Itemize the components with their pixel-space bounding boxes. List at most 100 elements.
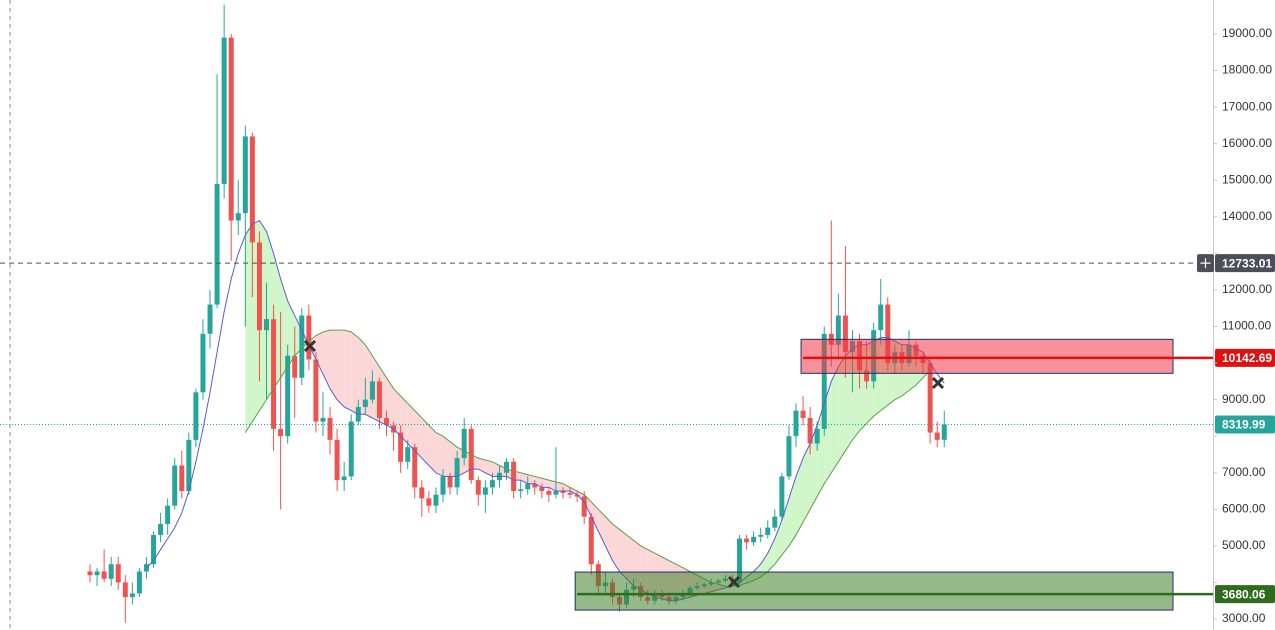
y-tick-label: 18000.00 — [1222, 63, 1272, 77]
candle-body — [842, 315, 848, 353]
candle-body — [405, 447, 411, 462]
candle-body — [278, 428, 284, 437]
ma-fill — [358, 337, 366, 415]
candle-body — [271, 319, 277, 429]
candle-body — [525, 483, 531, 490]
price-label: 8319.99 — [1222, 418, 1266, 432]
ma-fill — [407, 403, 415, 451]
axis-layer: 12733.0110142.698319.993680.063000.00400… — [1197, 26, 1275, 625]
candle-body — [461, 428, 467, 459]
candle-body — [207, 304, 213, 334]
candle-body — [179, 465, 185, 492]
ma-layer — [146, 219, 945, 602]
candle-body — [941, 424, 947, 440]
ma-fill — [337, 330, 345, 407]
price-lines-layer — [0, 262, 1213, 596]
candle-body — [539, 487, 545, 492]
candle-body — [793, 410, 799, 437]
candle-body — [200, 333, 206, 393]
candle-body — [786, 436, 792, 477]
candle-body — [772, 516, 778, 528]
candle-body — [758, 534, 764, 537]
ma-fill — [838, 355, 846, 462]
candle-body — [574, 494, 580, 497]
candle-body — [532, 483, 538, 488]
candle-body — [101, 571, 107, 579]
price-label: 10142.69 — [1222, 351, 1272, 365]
price-zone — [574, 571, 1174, 611]
candle-body — [475, 480, 481, 495]
cross-marker — [727, 575, 741, 589]
candle-body — [172, 465, 178, 506]
candle-body — [751, 536, 757, 543]
candle-body — [306, 315, 312, 360]
ma-fill — [796, 458, 804, 535]
candle-body — [214, 183, 220, 305]
candle-body — [256, 242, 262, 331]
candle-body — [779, 476, 785, 517]
candle-body — [376, 381, 382, 418]
candle-body — [412, 447, 418, 488]
candle-body — [129, 593, 135, 598]
y-tick-label: 14000.00 — [1222, 209, 1272, 223]
y-tick-label: 16000.00 — [1222, 136, 1272, 150]
ma-fill — [598, 509, 606, 546]
candle-body — [151, 534, 157, 565]
ma-fill — [435, 432, 443, 477]
price-label-box — [1215, 348, 1275, 367]
ma-fill — [386, 377, 394, 429]
candle-body — [87, 571, 93, 576]
candle-body — [193, 392, 199, 440]
y-tick-label: 7000.00 — [1222, 465, 1266, 479]
ma-fill — [344, 330, 352, 411]
ma-fill — [351, 332, 359, 415]
ma-fill — [527, 474, 535, 484]
candle-body — [934, 432, 940, 440]
candle-body — [814, 428, 820, 444]
candle-body — [447, 476, 453, 488]
candle-body — [249, 136, 255, 243]
price-label: 3680.06 — [1222, 587, 1266, 601]
candle-body — [348, 421, 354, 477]
candle-body — [398, 432, 404, 462]
candle-body — [581, 496, 587, 517]
price-label: 12733.01 — [1222, 256, 1272, 270]
cross-marker — [931, 376, 945, 390]
candle-body — [285, 355, 291, 437]
candle-body — [362, 399, 368, 407]
candle-body — [878, 304, 884, 331]
ma-fill — [555, 481, 564, 492]
candle-body — [320, 417, 326, 422]
candle-body — [136, 571, 142, 594]
ma-fill — [315, 332, 323, 375]
moving-average-line — [244, 329, 931, 587]
candle-body — [567, 492, 573, 495]
crosshair-icon — [1200, 258, 1211, 269]
candle-body — [292, 355, 298, 378]
ma-fill — [563, 483, 571, 492]
candle-body — [482, 487, 488, 495]
candle-body — [228, 37, 234, 221]
ma-fill — [421, 417, 429, 466]
candle-body — [765, 527, 771, 535]
candle-body — [504, 461, 510, 473]
candle-body — [737, 538, 743, 583]
candle-body — [560, 491, 566, 493]
ma-fill — [541, 478, 549, 488]
candle-body — [518, 489, 524, 492]
candle-body — [864, 370, 870, 382]
candle-body — [800, 410, 806, 418]
y-tick-label: 12000.00 — [1222, 282, 1272, 296]
ma-fill — [831, 366, 839, 473]
price-label-box — [1215, 254, 1275, 273]
y-tick-label: 17000.00 — [1222, 99, 1272, 113]
price-label-box — [1215, 585, 1275, 604]
candle-body — [744, 538, 750, 543]
candle-body — [440, 476, 446, 495]
cross-marker — [303, 339, 317, 353]
ma-fill — [619, 529, 627, 579]
candle-body — [454, 458, 460, 488]
ma-fill — [570, 487, 578, 495]
